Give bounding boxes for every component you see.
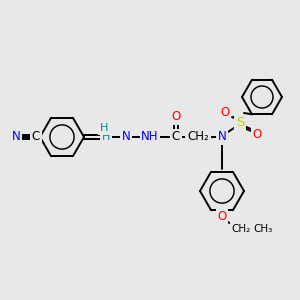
Text: S: S: [236, 116, 244, 130]
Text: O: O: [171, 110, 181, 124]
Text: CH₂: CH₂: [231, 224, 250, 234]
Text: C: C: [172, 130, 180, 143]
Text: O: O: [218, 211, 226, 224]
Text: N: N: [218, 130, 226, 143]
Text: O: O: [252, 128, 262, 140]
Text: O: O: [220, 106, 230, 118]
Text: N: N: [12, 130, 20, 143]
Text: H: H: [100, 123, 108, 133]
Text: C: C: [32, 130, 40, 142]
Text: NH: NH: [141, 130, 159, 143]
Text: CH₂: CH₂: [187, 130, 209, 143]
Text: CH₃: CH₃: [254, 224, 273, 234]
Text: N: N: [122, 130, 130, 143]
Text: H: H: [102, 132, 110, 142]
